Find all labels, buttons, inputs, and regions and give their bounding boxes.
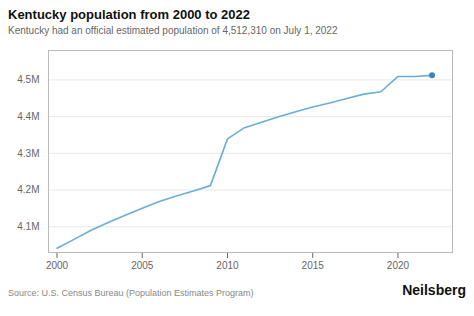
html-text:Kentucky had an official estim: Kentucky had an official estimated popul… — [8, 25, 338, 36]
svg-text:4.5M: 4.5M — [17, 74, 39, 85]
svg-text:4.3M: 4.3M — [17, 148, 39, 159]
html-text:Kentucky population from 2000: Kentucky population from 2000 to 2022 — [8, 7, 250, 22]
svg-text:2020: 2020 — [387, 260, 410, 271]
svg-text:2005: 2005 — [131, 260, 154, 271]
svg-text:2015: 2015 — [302, 260, 325, 271]
html-text:Source: U.S. Census Bureau (Po: Source: U.S. Census Bureau (Population E… — [8, 288, 254, 298]
svg-text:2010: 2010 — [216, 260, 239, 271]
svg-text:2000: 2000 — [46, 260, 69, 271]
svg-text:4.1M: 4.1M — [17, 221, 39, 232]
html-text:Neilsberg: Neilsberg — [402, 282, 466, 298]
svg-text:4.4M: 4.4M — [17, 111, 39, 122]
svg-text:4.2M: 4.2M — [17, 184, 39, 195]
